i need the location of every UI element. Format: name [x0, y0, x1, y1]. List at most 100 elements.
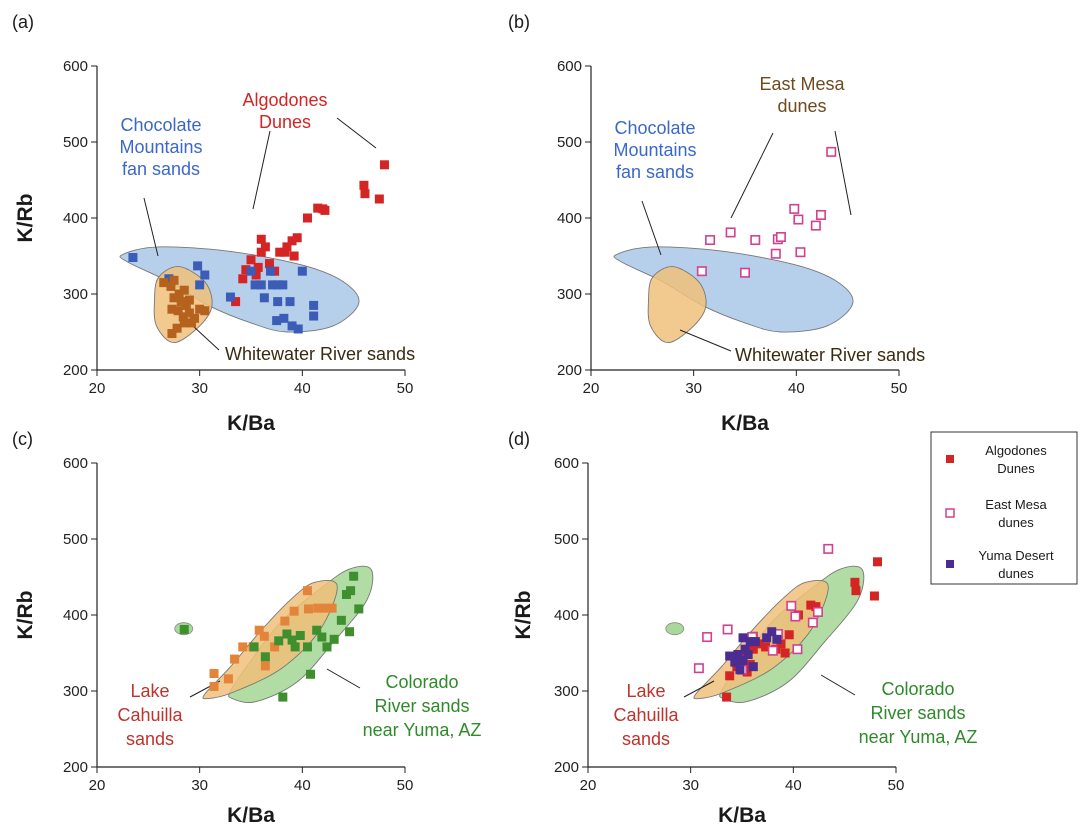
y-tick-label: 200 [554, 759, 579, 776]
data-point [209, 669, 219, 679]
data-point [254, 625, 264, 635]
data-point [812, 606, 823, 617]
y-tick-label: 300 [557, 286, 582, 303]
x-axis-label: K/Ba [227, 804, 275, 827]
annotation-lake-cahuilla-sands: Lake Cahuilla sands [613, 681, 679, 749]
data-point [702, 632, 713, 643]
data-point [725, 651, 735, 661]
data-point [280, 616, 290, 626]
data-point [359, 180, 369, 190]
data-point [128, 253, 138, 263]
data-point [784, 630, 794, 640]
data-point [282, 629, 292, 639]
data-point [200, 270, 210, 280]
y-tick-label: 400 [557, 210, 582, 227]
x-tick-label: 50 [397, 777, 414, 794]
data-point [289, 606, 299, 616]
data-point [780, 648, 790, 658]
annotation-chocolate-mountains-fan-sands: Chocolate Mountains fan sands [613, 118, 696, 182]
data-point [770, 248, 781, 259]
data-point [309, 300, 319, 310]
data-point [172, 323, 182, 333]
leader-line [683, 680, 715, 698]
data-point [285, 297, 295, 307]
y-tick-label: 500 [554, 531, 579, 548]
region-lake-cahuilla-sands [202, 580, 338, 700]
panel-c: (c) 200 300 400 500 600 20 30 40 50 K/Ba K/Rb Lake Ca… [12, 429, 481, 827]
data-point [273, 297, 283, 307]
y-tick-label: 300 [63, 683, 88, 700]
data-point [306, 669, 316, 679]
data-point [303, 604, 313, 614]
x-tick-label: 40 [788, 380, 805, 397]
y-tick-label: 500 [63, 134, 88, 151]
y-axis-label: K/Rb [14, 194, 37, 243]
data-point [289, 251, 299, 261]
leader-line [192, 325, 220, 351]
data-point [292, 233, 302, 243]
data-point [762, 633, 772, 643]
annotation-colorado-river-sands-near-yuma-az: Colorado River sands near Yuma, AZ [363, 672, 482, 740]
x-tick-label: 50 [397, 380, 414, 397]
panel-label: (c) [12, 429, 33, 449]
data-point [772, 634, 782, 644]
series-colorado-river-sands-near-yuma-az [179, 571, 364, 702]
annotation-colorado-river-sands-near-yuma-az: Colorado River sands near Yuma, AZ [859, 679, 978, 747]
data-point [321, 603, 331, 613]
data-point [869, 591, 879, 601]
data-point [259, 293, 269, 303]
data-point [815, 209, 826, 220]
data-point [346, 586, 356, 596]
leader-line [143, 197, 159, 257]
data-point [176, 297, 186, 307]
data-point [264, 259, 274, 269]
x-tick-label: 20 [583, 380, 600, 397]
data-point [184, 295, 194, 305]
data-point [256, 247, 266, 257]
annotation-chocolate-mountains-fan-sands: Chocolate Mountains fan sands [119, 115, 202, 179]
y-tick-label: 400 [63, 210, 88, 227]
x-axis-label: K/Ba [227, 412, 275, 435]
data-point [273, 280, 283, 290]
y-tick-label: 600 [63, 58, 88, 75]
data-point [293, 324, 303, 334]
y-tick-label: 200 [63, 759, 88, 776]
x-tick-label: 50 [891, 380, 908, 397]
leader-line [641, 200, 662, 256]
legend-label-east-mesa-dunes: East Mesa dunes [985, 497, 1047, 530]
data-point [200, 306, 210, 316]
data-point [767, 645, 778, 656]
data-point [270, 642, 280, 652]
data-point [260, 661, 270, 671]
x-axis-label: K/Ba [718, 804, 766, 827]
data-point [179, 318, 189, 328]
data-point [278, 692, 288, 702]
data-point [725, 671, 735, 681]
data-point [266, 266, 276, 276]
data-point [696, 266, 707, 277]
data-point [789, 203, 800, 214]
data-point [184, 308, 194, 318]
data-point [246, 266, 256, 276]
data-point [231, 297, 241, 307]
data-point [238, 642, 248, 652]
data-point [722, 692, 732, 702]
data-point [360, 189, 370, 199]
panel-d: (d) 200 300 400 500 600 20 30 40 50 K/Ba K/Rb Lake Ca… [508, 429, 977, 827]
data-point [795, 247, 806, 258]
x-tick-label: 30 [685, 380, 702, 397]
data-point [256, 280, 266, 290]
data-point [295, 631, 305, 641]
leader-line [252, 130, 271, 210]
data-point [241, 265, 251, 275]
data-point [166, 281, 176, 291]
data-point [733, 650, 743, 660]
annotation-whitewater-river-sands: Whitewater River sands [225, 344, 415, 364]
data-point [730, 657, 740, 667]
data-point [790, 611, 801, 622]
data-point [290, 642, 300, 652]
y-axis-label: K/Rb [512, 591, 535, 640]
data-point [302, 213, 312, 223]
data-point [249, 642, 259, 652]
series-algodones-dunes [231, 160, 389, 307]
